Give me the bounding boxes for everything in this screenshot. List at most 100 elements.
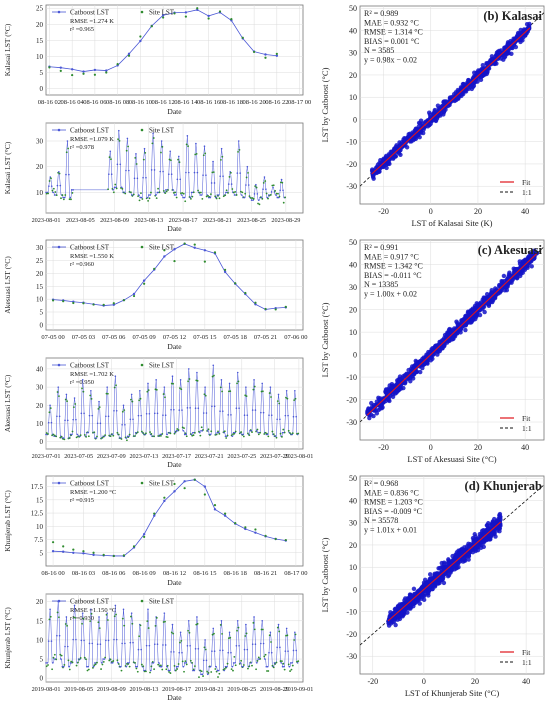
catboost-point: [119, 163, 122, 166]
catboost-point: [65, 173, 67, 176]
site-point: [223, 667, 226, 670]
catboost-point: [219, 175, 221, 178]
scatter-points: [360, 484, 544, 646]
y-axis-label: LST by Catboost (°C): [320, 302, 330, 377]
site-point: [188, 631, 191, 634]
catboost-point: [275, 54, 279, 57]
site-point: [150, 25, 153, 28]
site-point: [219, 624, 222, 626]
site-point: [293, 399, 296, 402]
y-tick-label: -20: [346, 160, 357, 169]
site-point: [219, 386, 222, 389]
site-point: [238, 148, 241, 151]
kalasai-monthly-panel: 10 20 30 2023-08-01 2023-08-05 2023-08-09 2023…: [0, 118, 314, 235]
site-point: [147, 199, 149, 202]
catboost-point: [185, 662, 187, 664]
site-point: [213, 374, 215, 377]
site-point: [252, 197, 255, 200]
catboost-point: [70, 68, 74, 71]
catboost-point: [57, 386, 60, 388]
scatter-point: [439, 577, 445, 583]
site-point: [278, 195, 281, 198]
site-point: [170, 631, 173, 634]
site-point: [64, 398, 67, 401]
site-point: [93, 73, 96, 76]
catboost-point: [48, 185, 50, 187]
y-tick-label: 12.5: [31, 510, 44, 518]
site-point: [261, 390, 264, 393]
site-point: [160, 434, 162, 437]
catboost-point: [168, 669, 171, 672]
catboost-point: [200, 430, 202, 432]
catboost-point: [62, 196, 64, 199]
catboost-point: [270, 414, 273, 417]
catboost-point: [231, 435, 234, 438]
x-tick-label: 08-16 03: [72, 570, 95, 577]
site-point: [193, 665, 196, 668]
x-tick-label: 2023-08-21: [203, 217, 232, 224]
catboost-point: [224, 435, 227, 438]
catboost-point: [71, 433, 73, 436]
scatter-point: [491, 530, 497, 536]
catboost-point: [284, 414, 287, 417]
site-point: [203, 646, 206, 649]
site-point: [221, 390, 223, 393]
site-point: [121, 188, 124, 190]
site-point: [58, 172, 61, 175]
site-point: [104, 656, 107, 659]
site-point: [213, 251, 217, 254]
site-point: [193, 431, 196, 434]
legend-site-label: Site LST: [149, 9, 175, 17]
site-point: [140, 192, 142, 194]
site-point: [195, 379, 198, 382]
catboost-point: [158, 662, 160, 664]
catboost-point: [266, 433, 269, 436]
catboost-point: [139, 196, 142, 199]
site-point: [55, 435, 58, 438]
site-point: [68, 437, 71, 439]
catboost-point: [90, 389, 92, 392]
scatter-point: [383, 387, 389, 392]
scatter-point: [488, 532, 493, 538]
legend-catboost-marker: [57, 599, 61, 603]
scatter-point: [433, 343, 438, 348]
scatter-point: [529, 264, 534, 269]
catboost-point: [136, 177, 139, 180]
site-point: [217, 430, 219, 433]
site-point: [51, 541, 55, 544]
scatter-point: [417, 601, 422, 606]
catboost-point: [51, 662, 54, 664]
catboost-point: [129, 418, 132, 421]
site-point: [185, 663, 188, 666]
catboost-point: [221, 649, 224, 652]
scatter-point: [420, 589, 426, 594]
scatter-point: [418, 121, 423, 126]
catboost-point: [238, 644, 240, 647]
catboost-point: [93, 68, 97, 72]
catboost-point: [87, 665, 89, 668]
site-point: [278, 402, 281, 405]
site-point: [128, 665, 131, 668]
site-point: [115, 613, 117, 616]
y-tick-label: 15: [36, 496, 44, 504]
site-point: [47, 192, 50, 195]
catboost-point: [56, 415, 58, 418]
site-point: [45, 432, 48, 434]
site-point: [82, 72, 85, 75]
catboost-point: [170, 408, 172, 411]
scatter-point: [427, 112, 433, 117]
annotation-text: RMSE =1.079 K: [70, 136, 114, 143]
catboost-point: [237, 140, 240, 142]
catboost-point: [102, 658, 104, 660]
catboost-point: [159, 170, 162, 173]
catboost-point: [120, 186, 123, 189]
catboost-point: [288, 665, 291, 668]
site-point: [279, 181, 282, 184]
akesuasi-hourly-chart: 0 5 10 15 20 25 30 07-05 00 07-05 03 07-05 06 07-0…: [3, 239, 308, 351]
site-point: [161, 145, 164, 148]
site-point: [244, 635, 247, 637]
site-point: [130, 191, 132, 194]
y-tick-label: 10: [36, 296, 44, 304]
catboost-point: [252, 199, 254, 201]
site-point: [79, 434, 82, 436]
